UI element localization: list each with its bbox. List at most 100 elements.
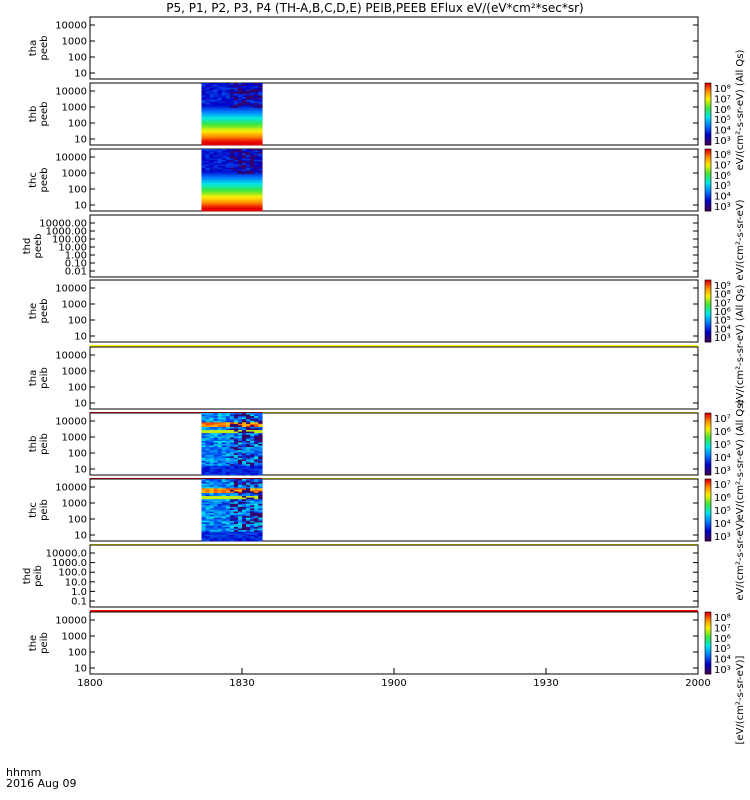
spectrogram-cell bbox=[242, 450, 247, 453]
spectrogram-cell bbox=[254, 502, 259, 505]
spectrogram-cell bbox=[225, 496, 231, 498]
colorbar-cell bbox=[705, 175, 711, 179]
spectrogram-cell bbox=[205, 114, 210, 116]
spectrogram-cell bbox=[258, 531, 263, 534]
spectrogram-cell bbox=[229, 103, 235, 105]
spectrogram-cell bbox=[229, 491, 235, 494]
spectrogram-cell bbox=[221, 426, 227, 429]
spectrogram-cell bbox=[221, 479, 227, 481]
spectrogram-cell bbox=[209, 155, 214, 158]
spectrogram-cell bbox=[250, 522, 255, 525]
colorbar-cell bbox=[705, 427, 711, 430]
spectrogram-cell bbox=[246, 413, 251, 415]
spectrogram-cell bbox=[250, 445, 255, 448]
spectrogram-cell bbox=[217, 485, 223, 488]
spectrogram-cell bbox=[201, 93, 206, 96]
spectrogram-cell bbox=[258, 467, 263, 470]
spectrogram-cell bbox=[258, 200, 263, 202]
spectrogram-cell bbox=[229, 465, 235, 468]
spectrogram-cell bbox=[229, 137, 235, 140]
spectrogram-cell bbox=[209, 124, 214, 127]
spectrogram-cell bbox=[205, 530, 210, 532]
spectrogram-cell bbox=[233, 93, 239, 96]
spectrogram-cell bbox=[242, 482, 247, 484]
spectrogram-cell bbox=[237, 187, 243, 190]
colorbar-tick-label: 10⁷ bbox=[714, 94, 731, 105]
spectrogram-cell bbox=[205, 180, 210, 182]
spectrogram-cell bbox=[209, 204, 214, 207]
spectrogram-cell bbox=[209, 207, 214, 210]
spectrogram-cell bbox=[221, 511, 227, 514]
spectrogram-cell bbox=[205, 417, 210, 420]
spectrogram-cell bbox=[217, 178, 223, 181]
spectrogram-cell bbox=[225, 462, 231, 465]
spectrogram-cell bbox=[225, 129, 231, 132]
spectrogram-cell bbox=[233, 140, 239, 143]
spectrogram-cell bbox=[237, 183, 243, 185]
spectrogram-cell bbox=[250, 90, 255, 93]
spectrogram-cell bbox=[233, 492, 239, 495]
spectrogram-cell bbox=[205, 525, 210, 528]
spectrogram-cell bbox=[246, 471, 251, 474]
spectrogram-cell bbox=[254, 114, 259, 116]
spectrogram-cell bbox=[225, 426, 231, 429]
spectrogram-cell bbox=[246, 456, 251, 459]
y-tick-label: 10 bbox=[74, 69, 87, 80]
spectrogram-cell bbox=[209, 488, 214, 491]
spectrogram-cell bbox=[254, 93, 259, 96]
spectrogram-cell bbox=[254, 184, 259, 187]
spectrogram-cell bbox=[217, 101, 223, 104]
spectrogram-cell bbox=[205, 434, 210, 437]
spectrogram-cell bbox=[237, 175, 243, 178]
spectrogram-cell bbox=[237, 104, 243, 107]
spectrogram-cell bbox=[213, 508, 218, 511]
spectrogram-cell bbox=[221, 117, 227, 119]
spectrogram-cell bbox=[242, 497, 247, 500]
spectrogram-cell bbox=[225, 436, 231, 439]
y-axis-label-tha_peib: thapeib bbox=[28, 367, 50, 389]
spectrogram-cell bbox=[213, 86, 218, 88]
spectrogram-cell bbox=[246, 126, 251, 129]
colorbar-tick-label: 10⁵ bbox=[714, 644, 731, 655]
spectrogram-cell bbox=[237, 464, 243, 466]
spectrogram-cell bbox=[217, 471, 223, 474]
spectrogram-cell bbox=[229, 84, 235, 87]
spectrogram-cell bbox=[258, 488, 263, 491]
spectrogram-cell bbox=[237, 198, 243, 201]
spectrogram-cell bbox=[250, 86, 255, 88]
colorbar-cell bbox=[705, 280, 711, 283]
spectrogram-cell bbox=[221, 87, 227, 90]
spectrogram-cell bbox=[205, 176, 210, 179]
spectrogram-cell bbox=[221, 447, 227, 449]
spectrogram-cell bbox=[242, 117, 247, 119]
spectrogram-cell bbox=[205, 155, 210, 158]
spectrogram-cell bbox=[217, 172, 223, 175]
spectrogram-cell bbox=[254, 180, 259, 182]
spectrogram-cell bbox=[250, 115, 255, 118]
spectrogram-cell bbox=[205, 118, 210, 121]
spectrogram-cell bbox=[258, 454, 263, 457]
spectrogram-cell bbox=[258, 167, 263, 170]
spectrogram-cell bbox=[221, 156, 227, 159]
spectrogram-cell bbox=[250, 457, 255, 460]
spectrogram-cell bbox=[229, 520, 235, 523]
spectrogram-cell bbox=[242, 106, 247, 109]
spectrogram-cell bbox=[242, 531, 247, 534]
colorbar-tick-label: 10⁵ bbox=[714, 440, 731, 451]
spectrogram-cell bbox=[258, 83, 263, 85]
spectrogram-cell bbox=[242, 417, 247, 420]
spectrogram-cell bbox=[246, 197, 251, 199]
spectrogram-cell bbox=[237, 454, 243, 457]
spectrogram-cell bbox=[209, 158, 214, 161]
spectrogram-cell bbox=[237, 467, 243, 470]
colorbar-cell bbox=[705, 448, 711, 451]
colorbar-cell bbox=[705, 101, 711, 105]
spectrogram-cell bbox=[233, 100, 239, 102]
y-tick-label: 100 bbox=[68, 383, 87, 394]
spectrogram-cell bbox=[242, 124, 247, 127]
colorbar-cell bbox=[705, 536, 711, 540]
spectrogram-cell bbox=[225, 480, 231, 483]
spectrogram-cell bbox=[254, 123, 259, 126]
spectrogram-cell bbox=[242, 204, 247, 207]
colorbar-cell bbox=[705, 155, 711, 158]
